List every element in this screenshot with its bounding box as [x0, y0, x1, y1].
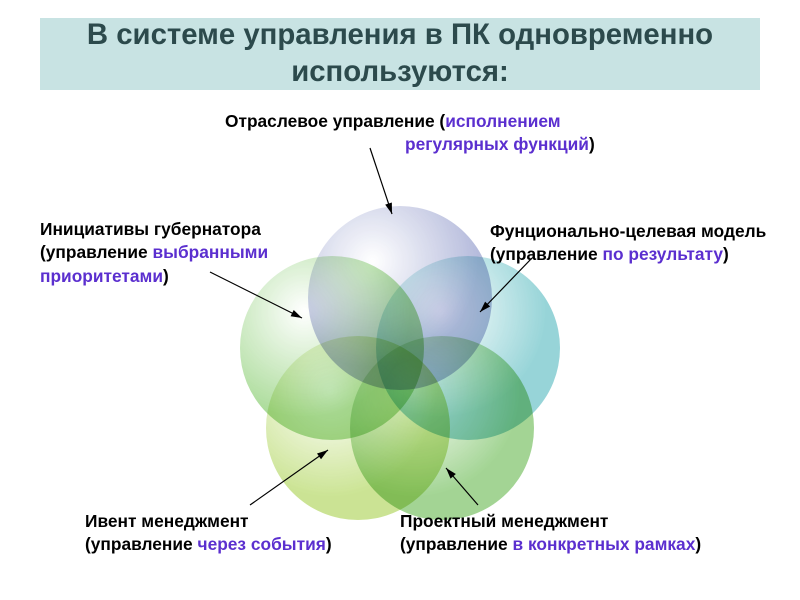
label-governor: Инициативы губернатора(управление выбран…: [40, 218, 270, 288]
title-text: В системе управления в ПК одновременно и…: [87, 17, 713, 90]
title-line-1: В системе управления в ПК одновременно: [87, 18, 713, 51]
label-project: Проектный менеджмент(управление в конкре…: [400, 510, 740, 557]
title-line-2: используются:: [291, 55, 509, 88]
label-event: Ивент менеджмент(управление через событи…: [85, 510, 365, 557]
arrow-industry: [370, 148, 392, 214]
label-functional: Фунционально-целевая модель(управление п…: [490, 220, 770, 267]
title-bar: В системе управления в ПК одновременно и…: [40, 18, 760, 90]
label-industry: Отраслевое управление (исполнениемрегуля…: [225, 110, 605, 157]
slide: В системе управления в ПК одновременно и…: [0, 0, 800, 600]
